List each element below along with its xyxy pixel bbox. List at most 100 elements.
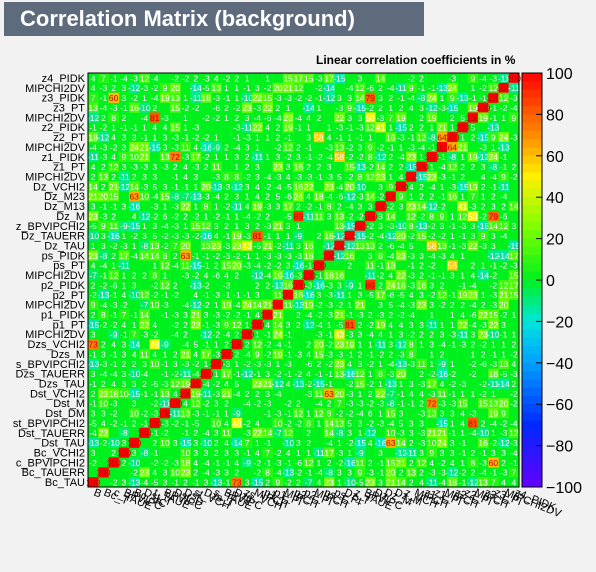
cell-label: -13 bbox=[282, 468, 295, 478]
cell-label: 1 bbox=[429, 162, 434, 172]
heatmap-cell bbox=[385, 230, 397, 241]
cell-label: -3 bbox=[223, 182, 231, 192]
cell-label: 13 bbox=[335, 369, 345, 379]
heatmap-cell bbox=[426, 447, 438, 458]
cell-label: -15 bbox=[405, 162, 418, 172]
cell-label: -2 bbox=[315, 300, 323, 310]
cell-label: 3 bbox=[306, 133, 311, 143]
heatmap-cell bbox=[190, 82, 202, 94]
cell-label: 2 bbox=[265, 280, 270, 290]
cell-label: -2 bbox=[264, 83, 272, 93]
cell-label: 1 bbox=[275, 359, 280, 369]
heatmap-cell bbox=[231, 240, 243, 251]
cell-label: 11 bbox=[181, 142, 190, 152]
cell-label: 2 bbox=[234, 468, 239, 478]
cell-label: 7 bbox=[173, 241, 178, 251]
cell-label: 14 bbox=[140, 251, 150, 261]
cell-label: -1 bbox=[89, 399, 97, 409]
cell-label: 19 bbox=[283, 123, 293, 133]
heatmap-cell bbox=[395, 358, 407, 370]
cell-label: -4 bbox=[510, 103, 518, 113]
heatmap-cell bbox=[416, 457, 427, 468]
cell-label: -3 bbox=[356, 310, 364, 320]
cell-label: 2 bbox=[317, 359, 322, 369]
cell-label: 3 bbox=[409, 418, 414, 428]
cell-label: 2 bbox=[152, 103, 157, 113]
heatmap-cell bbox=[344, 339, 356, 350]
cell-label: 2 bbox=[255, 221, 260, 231]
heatmap-cell bbox=[426, 477, 438, 488]
cell-label: -3 bbox=[305, 280, 313, 290]
cell-label: 9 bbox=[101, 221, 106, 231]
cell-label: -3 bbox=[212, 310, 220, 320]
heatmap-cell bbox=[231, 260, 243, 271]
cell-label: -4 bbox=[366, 330, 374, 340]
cell-label: -11 bbox=[426, 320, 438, 330]
heatmap-cell bbox=[385, 427, 397, 439]
heatmap-cell bbox=[354, 240, 366, 251]
heatmap-cell bbox=[334, 427, 345, 439]
cell-label: 13 bbox=[335, 142, 345, 152]
cell-label: -4 bbox=[233, 389, 241, 399]
cell-label: 3 bbox=[132, 133, 137, 143]
cell-label: -4 bbox=[151, 192, 159, 202]
cell-label: 23 bbox=[232, 241, 242, 251]
cell-label: -3 bbox=[407, 251, 415, 261]
cell-label: -4 bbox=[212, 192, 220, 202]
cell-label: 2 bbox=[460, 172, 465, 182]
heatmap-cell bbox=[447, 260, 458, 271]
cell-label: 11 bbox=[314, 389, 323, 399]
cell-label: 63 bbox=[386, 438, 396, 448]
cell-label: -3 bbox=[387, 221, 395, 231]
cell-label: 21 bbox=[191, 310, 201, 320]
heatmap-cell bbox=[180, 240, 191, 251]
heatmap-cell bbox=[88, 230, 99, 241]
cell-label: 1 bbox=[491, 389, 496, 399]
cell-label: 13 bbox=[407, 468, 417, 478]
y-tick-label: p1_PIDK bbox=[41, 310, 86, 322]
cell-label: -12 bbox=[477, 152, 490, 162]
heatmap-cell bbox=[436, 418, 448, 429]
cell-label: 11 bbox=[314, 211, 323, 221]
cell-label: 2 bbox=[481, 300, 486, 310]
heatmap-cell bbox=[98, 250, 109, 261]
cell-label: 2 bbox=[296, 202, 301, 212]
cell-label: -4 bbox=[438, 340, 446, 350]
cell-label: -12 bbox=[231, 182, 244, 192]
cell-label: -3 bbox=[100, 142, 108, 152]
cell-label: 3 bbox=[337, 468, 342, 478]
heatmap-cell bbox=[88, 299, 99, 310]
cell-label: -1 bbox=[356, 133, 364, 143]
cell-label: 1 bbox=[163, 349, 168, 359]
cell-label: -12 bbox=[128, 83, 141, 93]
cell-label: 8 bbox=[368, 152, 373, 162]
cell-label: 3 bbox=[173, 359, 178, 369]
heatmap-cell bbox=[436, 132, 448, 143]
cell-label: 2 bbox=[245, 389, 250, 399]
heatmap-cell bbox=[293, 408, 304, 419]
heatmap-cell bbox=[498, 398, 510, 409]
cell-label: 12 bbox=[140, 73, 150, 83]
cell-label: 1 bbox=[255, 142, 260, 152]
cell-label: 100 bbox=[373, 202, 387, 212]
cell-label: -3 bbox=[346, 399, 354, 409]
heatmap-cell bbox=[436, 211, 448, 222]
cell-label: -16 bbox=[344, 369, 357, 379]
heatmap-cell bbox=[98, 309, 109, 320]
cell-label: 4 bbox=[306, 113, 311, 123]
heatmap-cell bbox=[406, 201, 417, 212]
cell-label: 1 bbox=[409, 192, 414, 202]
cell-label: 7 bbox=[265, 448, 270, 458]
cell-label: -12 bbox=[118, 182, 131, 192]
heatmap-cell bbox=[303, 102, 315, 113]
heatmap-cell bbox=[447, 467, 458, 478]
cell-label: 2 bbox=[388, 162, 393, 172]
cell-label: -4 bbox=[202, 458, 210, 468]
cell-label: 2 bbox=[255, 280, 260, 290]
cell-label: -4 bbox=[428, 182, 436, 192]
cell-label: -4 bbox=[274, 389, 282, 399]
y-tick-label: Dzs_M bbox=[51, 349, 85, 361]
heatmap-cell bbox=[467, 477, 479, 488]
heatmap-cell bbox=[488, 477, 499, 488]
heatmap-cell bbox=[416, 171, 427, 182]
